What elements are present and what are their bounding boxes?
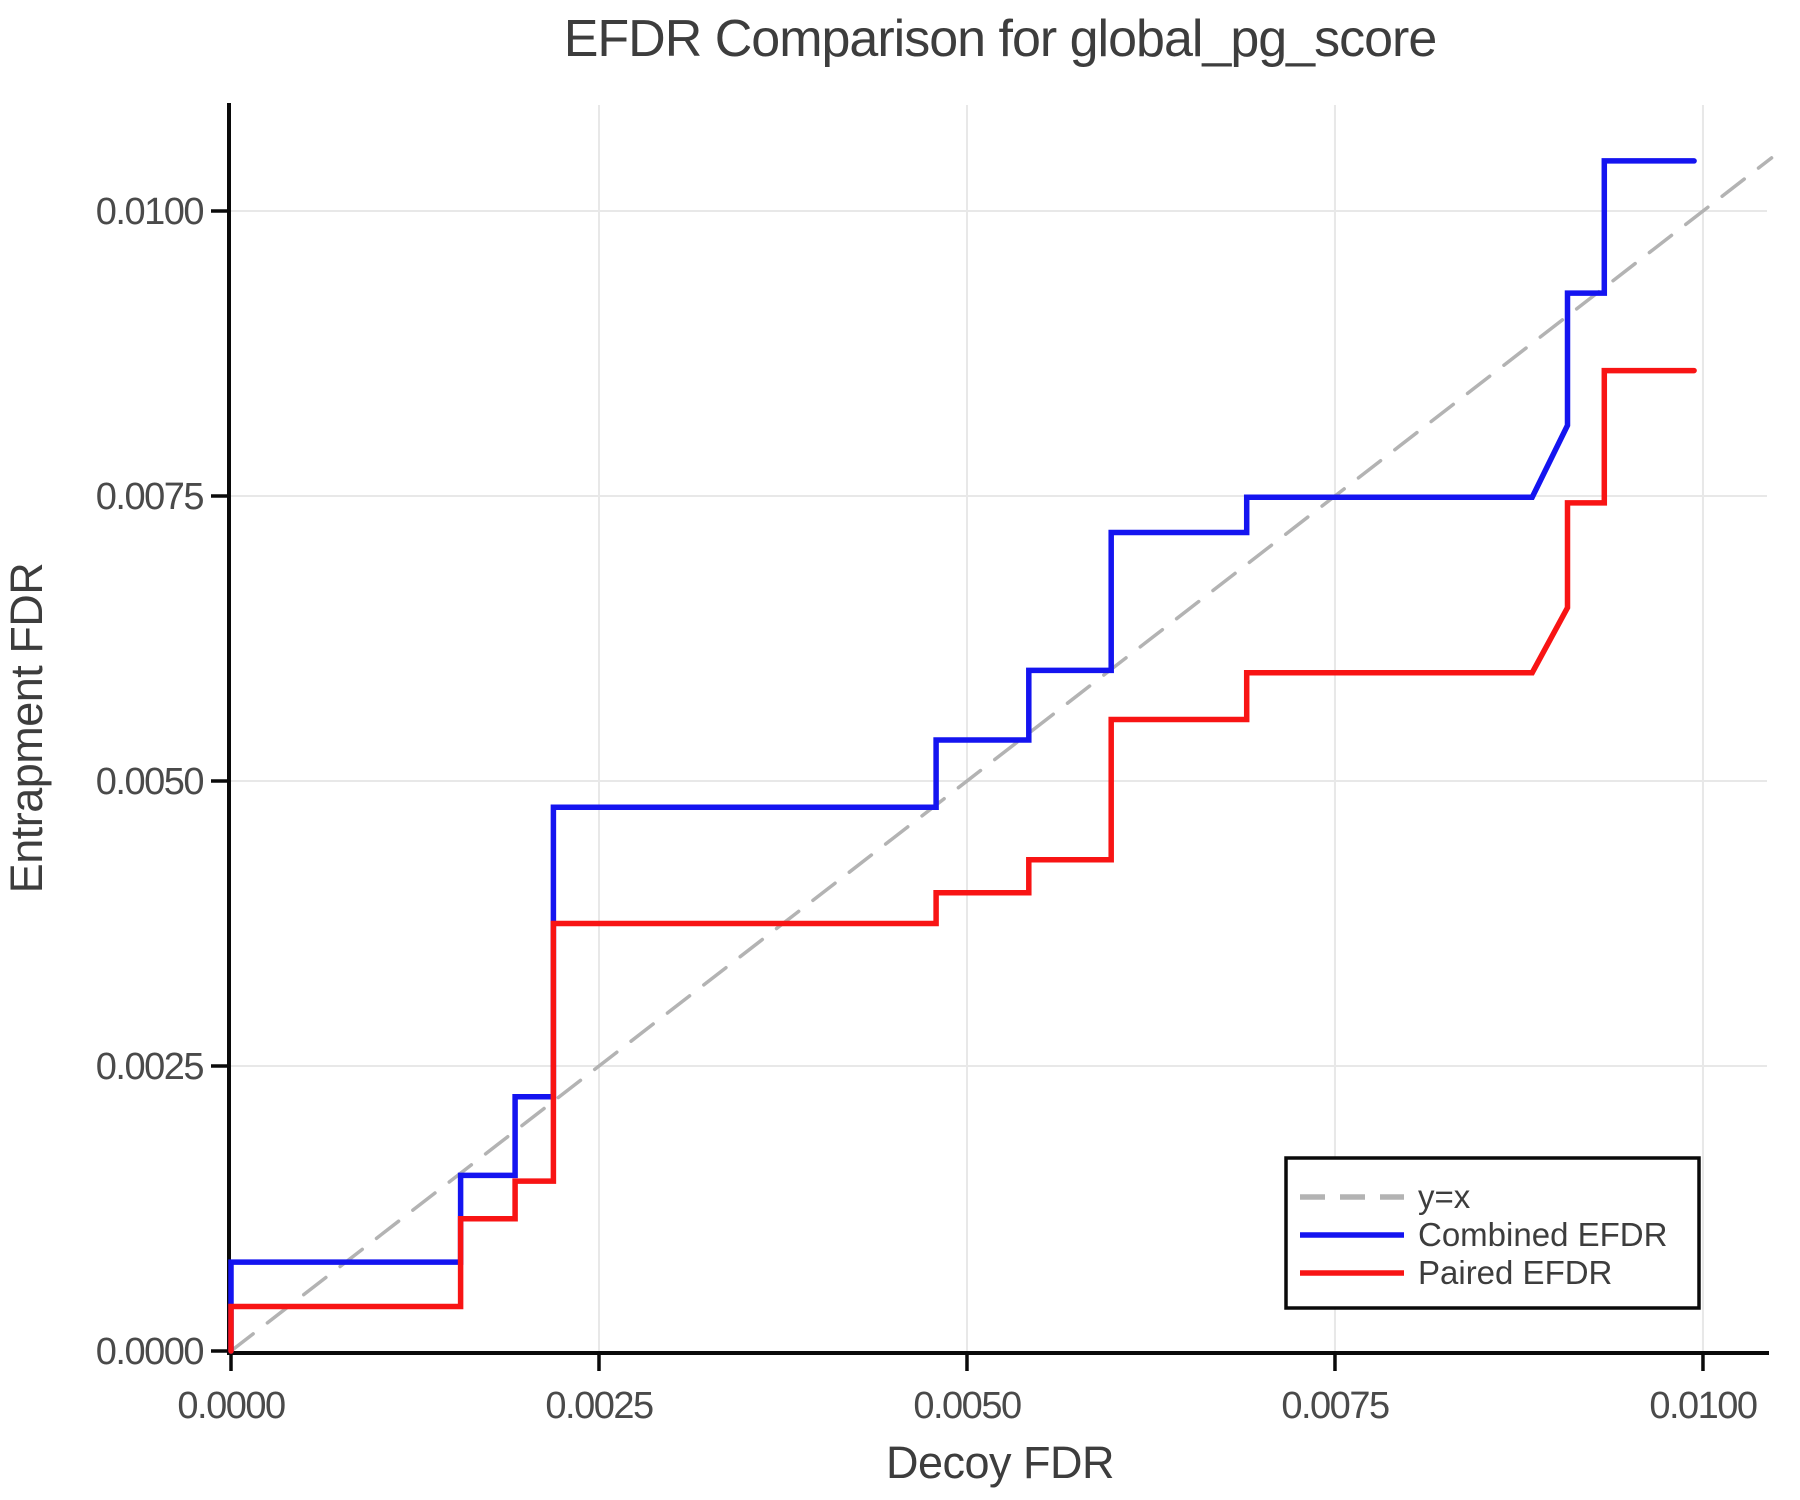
legend-label-combined: Combined EFDR — [1418, 1216, 1667, 1253]
x-axis-label: Decoy FDR — [886, 1437, 1114, 1488]
grid-layer — [231, 105, 1767, 1351]
y-axis-label: Entrapment FDR — [1, 563, 52, 894]
x-tick-label: 0.0075 — [1281, 1385, 1389, 1427]
series-y-x — [229, 156, 1774, 1353]
legend-label-identity: y=x — [1418, 1178, 1471, 1215]
legend-label-paired: Paired EFDR — [1418, 1254, 1612, 1291]
y-tick-label: 0.0075 — [96, 476, 204, 518]
y-tick-label: 0.0100 — [96, 191, 204, 233]
y-tick-label: 0.0050 — [96, 761, 204, 803]
series-combined-efdr — [228, 158, 1697, 1354]
series-paired-efdr — [228, 367, 1697, 1354]
legend-row-combined: Combined EFDR — [1300, 1216, 1667, 1253]
x-tick-label: 0.0100 — [1649, 1385, 1757, 1427]
legend-row-identity: y=x — [1300, 1178, 1471, 1215]
chart-title: EFDR Comparison for global_pg_score — [564, 10, 1437, 68]
tick-layer: 0.0000 0.0025 0.0050 0.0075 0.0100 0.0000 0.00… — [96, 191, 1759, 1427]
x-tick-label: 0.0000 — [177, 1385, 285, 1427]
x-tick-label: 0.0050 — [913, 1385, 1021, 1427]
legend: y=x Combined EFDR Paired EFDR — [1284, 1156, 1701, 1310]
x-tick-label: 0.0025 — [545, 1385, 653, 1427]
y-tick-label: 0.0000 — [96, 1331, 204, 1373]
legend-row-paired: Paired EFDR — [1300, 1254, 1612, 1291]
y-tick-label: 0.0025 — [96, 1046, 204, 1088]
series-layer — [228, 156, 1774, 1354]
